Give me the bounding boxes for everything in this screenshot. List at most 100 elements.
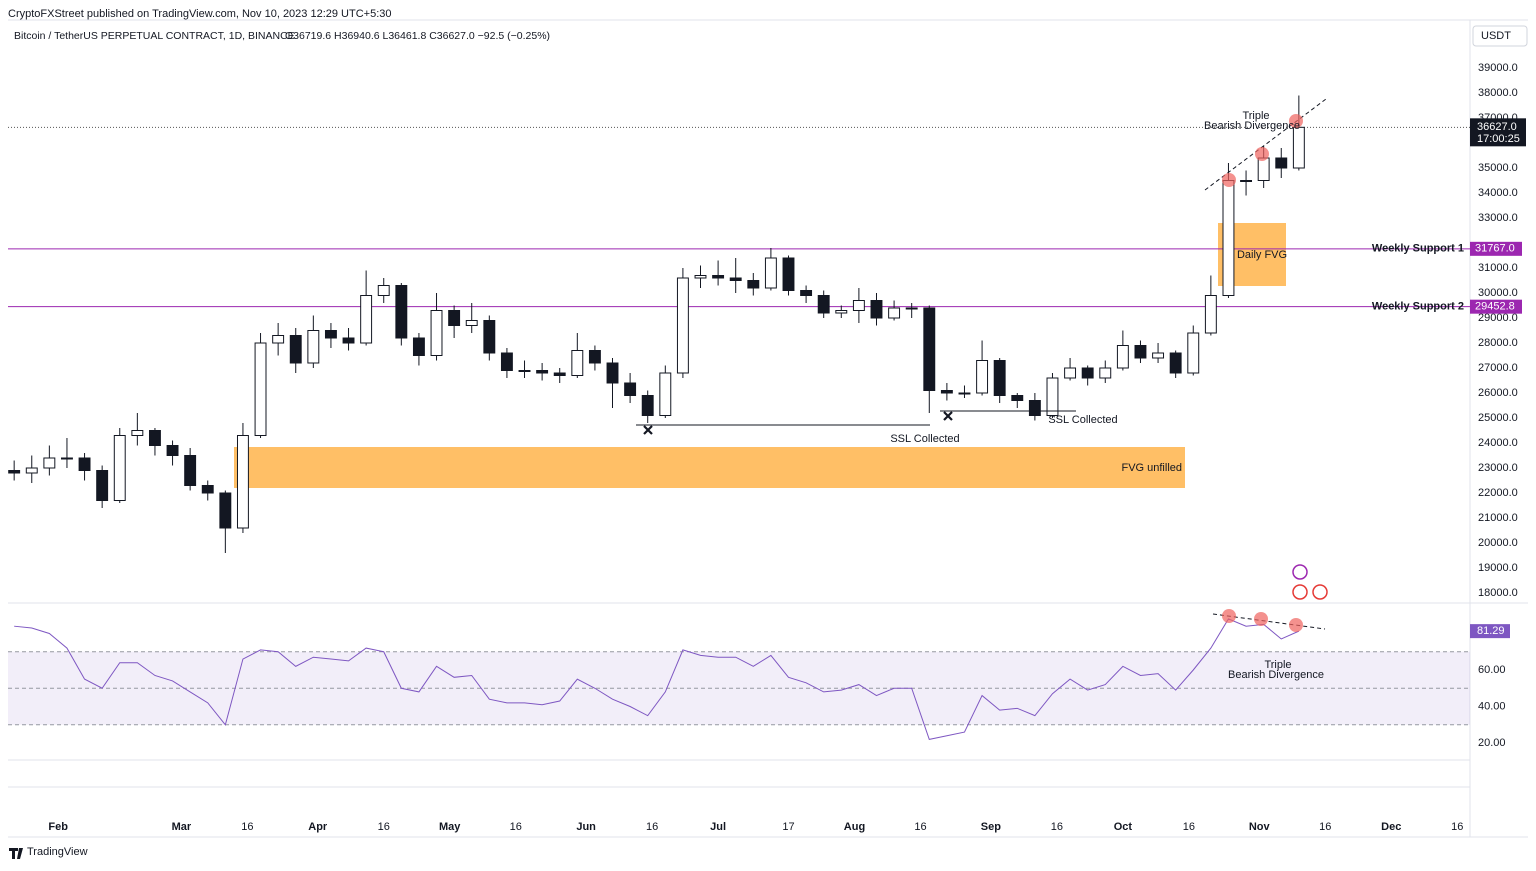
candle-body (1169, 352, 1182, 374)
candle-body (1187, 332, 1200, 374)
candle-body (571, 350, 584, 376)
y-tick-label: 33000.0 (1478, 212, 1518, 224)
candle-body (8, 470, 21, 474)
candle-body (483, 320, 496, 354)
candle-body (852, 300, 865, 311)
candle-body (993, 360, 1006, 396)
event-icon[interactable] (1292, 564, 1308, 580)
candle-body (254, 342, 267, 436)
divergence-label: Bearish Divergence (1204, 120, 1300, 132)
candle-body (536, 370, 549, 374)
divergence-label: Triple (1242, 110, 1269, 122)
candle-body (60, 457, 73, 460)
candle-body (905, 307, 918, 310)
logo (9, 848, 23, 859)
candle-body (923, 307, 936, 391)
support-name: Weekly Support 2 (1372, 301, 1464, 313)
divergence-label: Bearish Divergence (1228, 669, 1324, 681)
x-tick-label: 16 (1451, 821, 1463, 833)
candle-body (1116, 345, 1129, 369)
ssl-label: SSL Collected (1048, 414, 1117, 426)
candle-body (131, 430, 144, 436)
candle-body (25, 467, 38, 474)
candle-body (817, 295, 830, 314)
y-tick-label: 20000.0 (1478, 537, 1518, 549)
candle-body (782, 257, 795, 291)
candle-body (1257, 157, 1270, 181)
candle-body (940, 390, 953, 394)
y-tick-label: 22000.0 (1478, 487, 1518, 499)
candle-body (43, 457, 56, 469)
divergence-dot (1222, 173, 1236, 187)
candle-body (747, 280, 760, 289)
x-tick-label: 16 (1051, 821, 1063, 833)
candle-body (729, 277, 742, 281)
y-tick-label: 29000.0 (1478, 312, 1518, 324)
candle-body (1275, 157, 1288, 169)
candle-body (1152, 352, 1165, 359)
candle-body (1240, 180, 1253, 182)
candle-body (219, 492, 232, 529)
candle-body (236, 435, 249, 529)
y-tick-label: 28000.0 (1478, 337, 1518, 349)
symbol: Bitcoin / TetherUS PERPETUAL CONTRACT, 1… (14, 30, 295, 42)
event-icon[interactable] (1292, 584, 1308, 600)
y-tick-label: 20.00 (1478, 737, 1506, 749)
y-tick-label: 60.00 (1478, 664, 1506, 676)
publisher: CryptoFXStreet published on TradingView.… (8, 8, 392, 20)
x-tick-label: Oct (1114, 821, 1133, 833)
x-tick-label: 17 (782, 821, 794, 833)
candle-body (307, 330, 320, 364)
x-tick-label: Sep (981, 821, 1001, 833)
y-tick-label: 21000.0 (1478, 512, 1518, 524)
candle-body (641, 395, 654, 416)
currency-box[interactable] (1472, 25, 1528, 47)
candle-body (184, 455, 197, 486)
y-tick-label: 39000.0 (1478, 62, 1518, 74)
divergence-dot (1255, 147, 1269, 161)
support-name: Weekly Support 1 (1372, 243, 1464, 255)
y-tick-label: 35000.0 (1478, 162, 1518, 174)
x-tick-label: Dec (1381, 821, 1401, 833)
candle-body (448, 310, 461, 326)
candle-body (166, 445, 179, 456)
y-tick-label: 25000.0 (1478, 412, 1518, 424)
x-tick-label: Jul (710, 821, 726, 833)
x-tick-label: Aug (844, 821, 865, 833)
candle-body (272, 335, 285, 344)
divergence-dot (1222, 609, 1236, 623)
last-price-box (1470, 118, 1526, 147)
candle-body (465, 320, 478, 326)
support-value: 29452.8 (1475, 301, 1515, 313)
support-box (1470, 241, 1522, 256)
divergence-dot (1289, 114, 1303, 128)
rsi-last-box (1470, 624, 1510, 639)
y-tick-label: 34000.0 (1478, 187, 1518, 199)
ssl-label: SSL Collected (890, 433, 959, 445)
x-tick-label: 16 (378, 821, 390, 833)
rsi-line (14, 618, 1300, 740)
candle-body (976, 360, 989, 394)
divergence-dot (1254, 612, 1268, 626)
trendline (1204, 98, 1327, 191)
event-icon[interactable] (1312, 584, 1328, 600)
y-tick-label: 27000.0 (1478, 362, 1518, 374)
x-tick-label: 16 (646, 821, 658, 833)
rsi-last: 81.29 (1477, 625, 1505, 637)
candle-body (360, 295, 373, 344)
x-tick-label: 16 (914, 821, 926, 833)
countdown: 17:00:25 (1477, 133, 1520, 145)
x-tick-label: 16 (510, 821, 522, 833)
candle-body (342, 337, 355, 344)
candle-body (1011, 395, 1024, 401)
fvg-label: Daily FVG (1237, 249, 1287, 261)
candle-body (588, 350, 601, 364)
y-tick-label: 24000.0 (1478, 437, 1518, 449)
candle-body (676, 277, 689, 374)
divergence-dot (1289, 618, 1303, 632)
candle-body (606, 362, 619, 384)
y-tick-label: 30000.0 (1478, 287, 1518, 299)
brand: TradingView (27, 846, 88, 858)
